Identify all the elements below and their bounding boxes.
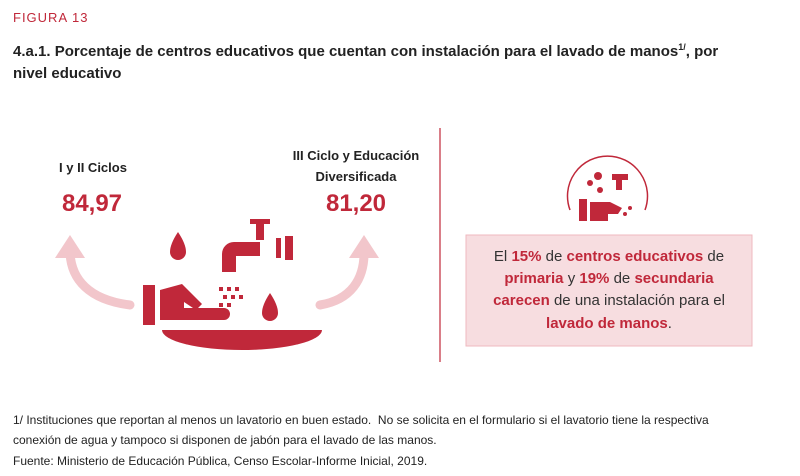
footnote: 1/ Instituciones que reportan al menos u… xyxy=(13,413,709,427)
stat-value: 81,20 xyxy=(326,190,386,217)
source: Fuente: Ministerio de Educación Pública,… xyxy=(13,454,427,468)
callout-line: carecen de una instalación para el xyxy=(493,292,725,309)
figure-label: FIGURA 13 xyxy=(13,10,88,25)
footnote: conexión de agua y tampoco si disponen d… xyxy=(13,433,437,447)
callout-text: de xyxy=(609,270,634,287)
callout-text: y xyxy=(564,270,580,287)
callout-text: de xyxy=(541,248,566,265)
callout-text: El xyxy=(494,248,512,265)
callout-highlight: centros educativos xyxy=(567,248,704,265)
icon-ring xyxy=(566,155,649,211)
title-text: , por xyxy=(686,43,719,60)
callout-highlight: lavado de manos xyxy=(546,315,668,332)
callout-highlight: 15% xyxy=(511,248,541,265)
arrows xyxy=(65,245,369,310)
title-text: 4.a.1. Porcentaje de centros educativos … xyxy=(13,43,678,60)
footnote-ref: 1/ xyxy=(678,42,686,52)
callout-highlight: 19% xyxy=(579,270,609,287)
callout-highlight: secundaria xyxy=(634,270,714,287)
stat-value: 84,97 xyxy=(62,190,122,217)
callout-highlight: primaria xyxy=(504,270,564,287)
title: 4.a.1. Porcentaje de centros educativos … xyxy=(13,42,718,60)
title: nivel educativo xyxy=(13,65,121,82)
stat-label: Diversificada xyxy=(316,169,398,184)
callout-line: primaria y 19% de secundaria xyxy=(504,270,714,287)
arrow-head xyxy=(349,235,379,258)
stat-label: III Ciclo y Educación xyxy=(293,148,419,163)
callout-line: lavado de manos. xyxy=(546,315,672,332)
stat-label: I y II Ciclos xyxy=(59,160,127,175)
callout-line: El 15% de centros educativos de xyxy=(494,248,724,265)
hand-wash-icon xyxy=(143,219,322,350)
callout-highlight: carecen xyxy=(493,292,550,309)
callout-box xyxy=(465,234,753,347)
arrow-head xyxy=(55,235,85,258)
callout-text: de xyxy=(703,248,724,265)
callout-text: de una instalación para el xyxy=(550,292,725,309)
small-icon xyxy=(579,172,632,221)
callout-text: . xyxy=(668,315,672,332)
